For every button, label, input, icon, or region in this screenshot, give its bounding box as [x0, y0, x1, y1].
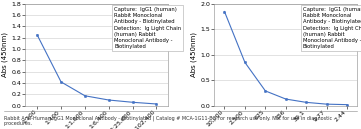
Y-axis label: Abs (450nm): Abs (450nm) [2, 32, 8, 77]
Text: Capture:  IgG1 (human)
Rabbit Monoclonal
Antibody - Biotinylated
Detection:  Ig : Capture: IgG1 (human) Rabbit Monoclonal … [114, 7, 181, 49]
Text: Rabbit Anti-Human IgG1 Monoclonal Antibody - Biotinylated | Catalog # MCA-1G11-B: Rabbit Anti-Human IgG1 Monoclonal Antibo… [4, 115, 332, 126]
Text: Capture:  IgG1 (human)
Rabbit Monoclonal
Antibody - Biotinylated
Detection:  Ig : Capture: IgG1 (human) Rabbit Monoclonal … [303, 7, 361, 49]
Y-axis label: Abs (450nm): Abs (450nm) [191, 32, 197, 77]
